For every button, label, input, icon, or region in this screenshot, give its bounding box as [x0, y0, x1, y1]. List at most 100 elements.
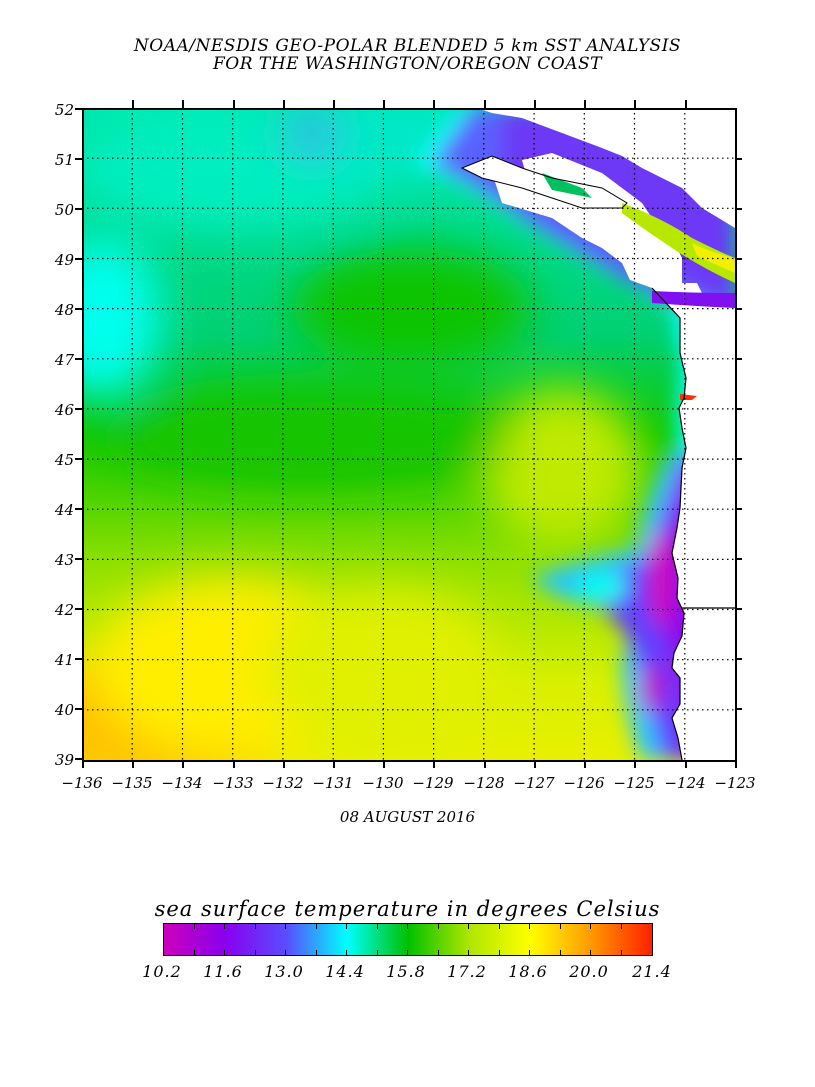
map-title-line-2: FOR THE WASHINGTON/OREGON COAST	[213, 54, 602, 74]
colorbar-label-18.6: 18.6	[508, 962, 548, 981]
colorbar-tick	[193, 924, 195, 929]
analysis-date: 08 AUGUST 2016	[339, 808, 476, 826]
colorbar-tick	[346, 924, 347, 929]
x-tick-top	[182, 100, 184, 108]
x-tick-top	[283, 100, 285, 108]
y-tick-right	[735, 258, 742, 260]
y-label-46: 46	[54, 401, 74, 419]
y-label-41: 41	[54, 651, 74, 669]
x-tick	[584, 760, 586, 768]
x-tick	[383, 760, 385, 768]
x-label--133: −133	[212, 774, 254, 792]
x-label--125: −125	[613, 774, 655, 792]
x-label--135: −135	[111, 774, 153, 792]
y-label-52: 52	[54, 101, 74, 119]
x-tick-top	[634, 100, 636, 108]
x-label--130: −130	[362, 774, 404, 792]
y-tick	[75, 558, 82, 560]
colorbar	[163, 923, 653, 956]
y-label-40: 40	[54, 701, 74, 719]
x-tick-top	[433, 100, 435, 108]
colorbar-tick	[620, 950, 622, 955]
x-tick	[283, 760, 285, 768]
y-tick	[75, 658, 82, 660]
y-tick	[75, 758, 82, 760]
colorbar-title: sea surface temperature in degrees Celsi…	[154, 897, 661, 921]
y-tick	[75, 508, 82, 510]
colorbar-tick	[224, 950, 225, 955]
colorbar-tick	[559, 950, 561, 955]
colorbar-label-13.0: 13.0	[264, 962, 304, 981]
sst-heatmap	[82, 108, 735, 760]
x-label--126: −126	[563, 774, 605, 792]
y-tick-right	[735, 158, 742, 160]
y-tick-right	[735, 658, 742, 660]
colorbar-tick	[468, 924, 469, 929]
x-tick	[634, 760, 636, 768]
x-tick	[182, 760, 184, 768]
colorbar-label-20.0: 20.0	[569, 962, 609, 981]
x-tick	[685, 760, 687, 768]
y-tick	[75, 208, 82, 210]
x-tick	[735, 760, 737, 768]
colorbar-label-17.2: 17.2	[447, 962, 487, 981]
colorbar-tick	[437, 950, 439, 955]
y-tick	[75, 358, 82, 360]
y-tick	[75, 708, 82, 710]
y-label-50: 50	[54, 201, 74, 219]
colorbar-tick	[590, 924, 591, 929]
x-tick	[132, 760, 134, 768]
x-tick	[333, 760, 335, 768]
x-tick-top	[383, 100, 385, 108]
colorbar-label-11.6: 11.6	[203, 962, 243, 981]
colorbar-tick	[468, 950, 469, 955]
colorbar-tick	[285, 950, 286, 955]
y-tick-right	[735, 558, 742, 560]
y-label-49: 49	[54, 251, 74, 269]
y-tick-right	[735, 508, 742, 510]
y-tick-right	[735, 308, 742, 310]
colorbar-label-15.8: 15.8	[386, 962, 426, 981]
colorbar-tick	[529, 950, 530, 955]
y-tick	[75, 458, 82, 460]
x-label--128: −128	[463, 774, 505, 792]
y-tick	[75, 408, 82, 410]
y-tick-right	[735, 208, 742, 210]
y-tick	[75, 108, 82, 110]
y-label-39: 39	[54, 751, 74, 769]
colorbar-tick	[376, 950, 378, 955]
y-label-43: 43	[54, 551, 74, 569]
y-tick	[75, 258, 82, 260]
x-tick	[433, 760, 435, 768]
y-tick-right	[735, 408, 742, 410]
colorbar-tick	[376, 924, 378, 929]
colorbar-tick	[437, 924, 439, 929]
y-tick-right	[735, 458, 742, 460]
y-label-51: 51	[54, 151, 74, 169]
colorbar-tick	[285, 924, 286, 929]
x-label--129: −129	[412, 774, 454, 792]
y-label-42: 42	[54, 601, 74, 619]
x-tick-top	[233, 100, 235, 108]
colorbar-tick	[529, 924, 530, 929]
y-tick-right	[735, 608, 742, 610]
x-tick-top	[584, 100, 586, 108]
x-tick	[82, 760, 84, 768]
x-tick	[233, 760, 235, 768]
map-title-line-1: NOAA/NESDIS GEO-POLAR BLENDED 5 km SST A…	[133, 36, 682, 56]
x-label--131: −131	[312, 774, 354, 792]
x-tick-top	[685, 100, 687, 108]
colorbar-tick	[315, 950, 317, 955]
colorbar-tick	[346, 950, 347, 955]
x-tick	[534, 760, 536, 768]
x-label--134: −134	[161, 774, 203, 792]
colorbar-tick	[620, 924, 622, 929]
y-tick	[75, 158, 82, 160]
y-tick-right	[735, 358, 742, 360]
y-tick-right	[735, 708, 742, 710]
x-label--123: −123	[714, 774, 756, 792]
x-label--124: −124	[664, 774, 706, 792]
sst-map-plot	[82, 108, 735, 760]
x-tick	[484, 760, 486, 768]
y-tick	[75, 308, 82, 310]
